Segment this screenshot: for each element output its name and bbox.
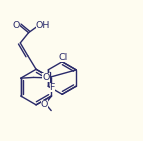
- Text: F: F: [50, 83, 55, 92]
- Text: O: O: [41, 100, 48, 109]
- Text: Cl: Cl: [58, 53, 67, 62]
- Text: O: O: [42, 73, 50, 82]
- Text: O: O: [13, 20, 20, 29]
- Text: OH: OH: [36, 21, 50, 30]
